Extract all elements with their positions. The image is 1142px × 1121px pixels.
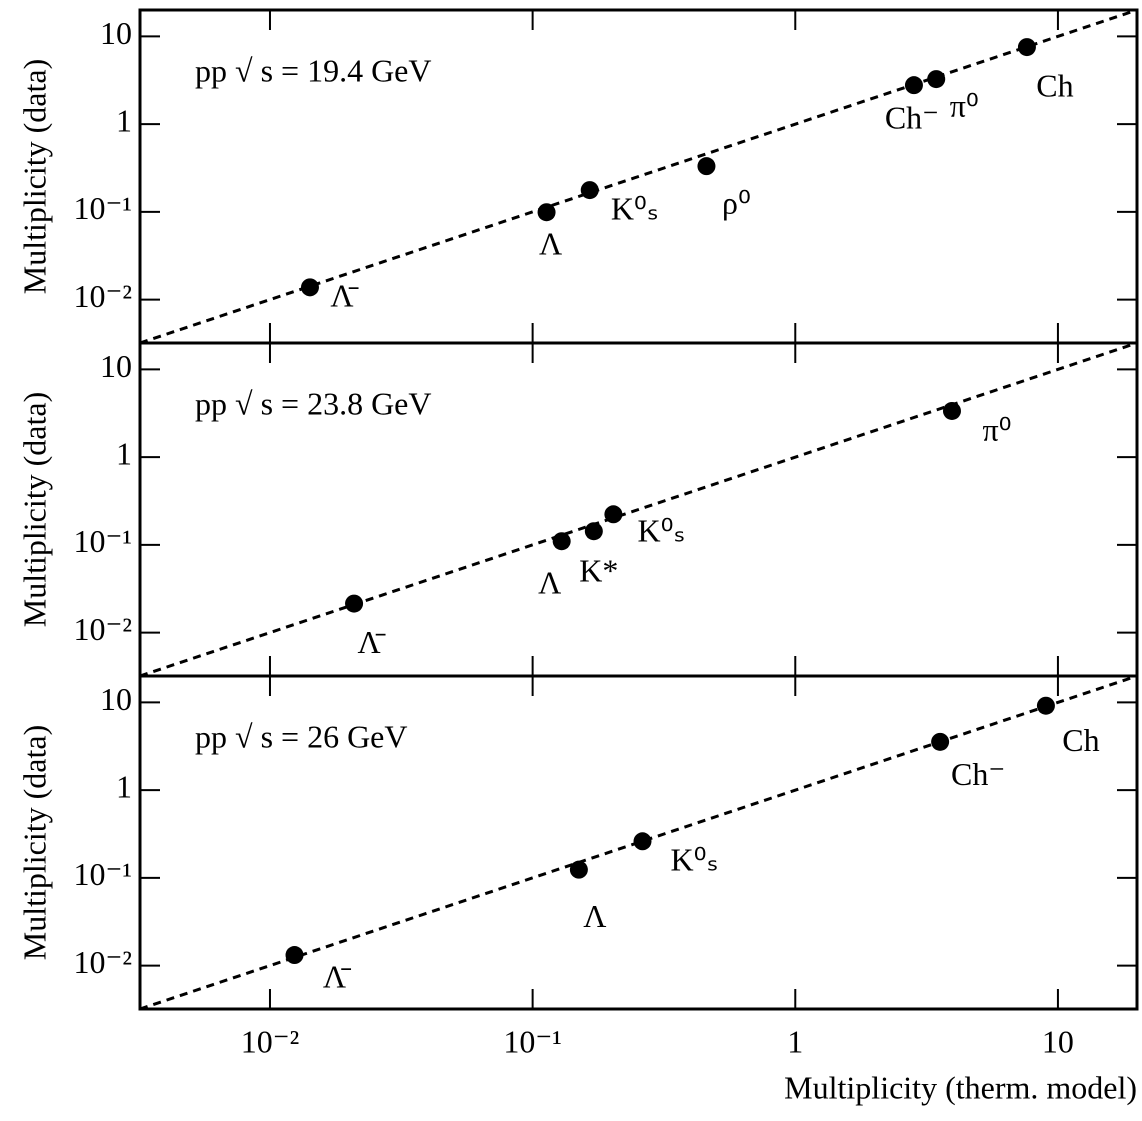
annotation: pp √ s = 19.4 GeV [195, 52, 431, 88]
point [633, 832, 652, 851]
y-axis-label: Multiplicity (data) [16, 725, 52, 961]
point [584, 522, 603, 541]
annotation: pp √ s = 26 GeV [195, 718, 407, 754]
point [285, 946, 304, 965]
point [569, 860, 588, 879]
y-axis-label: Multiplicity (data) [16, 59, 52, 295]
point [1036, 696, 1055, 715]
point [345, 594, 364, 613]
plot-frame [138, 674, 1139, 1011]
point-label: Ch⁻ [951, 756, 1005, 792]
point [300, 278, 319, 297]
x-tick-label: 10⁻¹ [503, 1023, 561, 1059]
point [697, 157, 716, 176]
x-axis-label: Multiplicity (therm. model) [784, 1069, 1137, 1105]
point-label: Λ [538, 565, 561, 601]
y-tick-label: 10⁻¹ [74, 190, 132, 226]
x-tick-label: 10⁻² [241, 1023, 299, 1059]
point-label: Λ̄ [323, 958, 351, 994]
y-tick-label: 1 [116, 435, 132, 471]
point-label: π⁰ [982, 411, 1011, 447]
point-label: ρ⁰ [722, 184, 751, 220]
annotation: pp √ s = 23.8 GeV [195, 385, 431, 421]
point-label: π⁰ [950, 87, 979, 123]
point [537, 203, 556, 222]
point-label: Λ̄ [330, 278, 358, 314]
point-label: K* [579, 553, 618, 589]
point-label: Λ̄ [357, 624, 385, 660]
y-tick-label: 10 [100, 15, 132, 51]
y-axis-label: Multiplicity (data) [16, 392, 52, 628]
point [931, 732, 950, 751]
point-label: Λ [539, 226, 562, 262]
point [1017, 38, 1036, 57]
point-label: Ch [1062, 722, 1099, 758]
point-label: K⁰ₛ [637, 513, 685, 549]
point-label: K⁰ₛ [611, 190, 659, 226]
diagonal [139, 341, 1138, 678]
x-tick-label: 1 [787, 1023, 803, 1059]
point [927, 70, 946, 89]
y-tick-label: 1 [116, 768, 132, 804]
y-tick-label: 10⁻¹ [74, 523, 132, 559]
point-label: K⁰ₛ [671, 842, 719, 878]
y-tick-label: 1 [116, 102, 132, 138]
point-label: Ch [1036, 67, 1073, 103]
y-tick-label: 10 [100, 348, 132, 384]
x-tick-label: 10 [1042, 1023, 1074, 1059]
point [580, 181, 599, 200]
y-tick-label: 10⁻¹ [74, 856, 132, 892]
point [942, 401, 961, 420]
point [904, 76, 923, 95]
point [604, 505, 623, 524]
point-label: Λ [583, 898, 606, 934]
y-tick-label: 10⁻² [74, 611, 132, 647]
point [552, 532, 571, 551]
y-tick-label: 10⁻² [74, 278, 132, 314]
y-tick-label: 10 [100, 681, 132, 717]
point-label: Ch⁻ [885, 100, 939, 136]
y-tick-label: 10⁻² [74, 944, 132, 980]
